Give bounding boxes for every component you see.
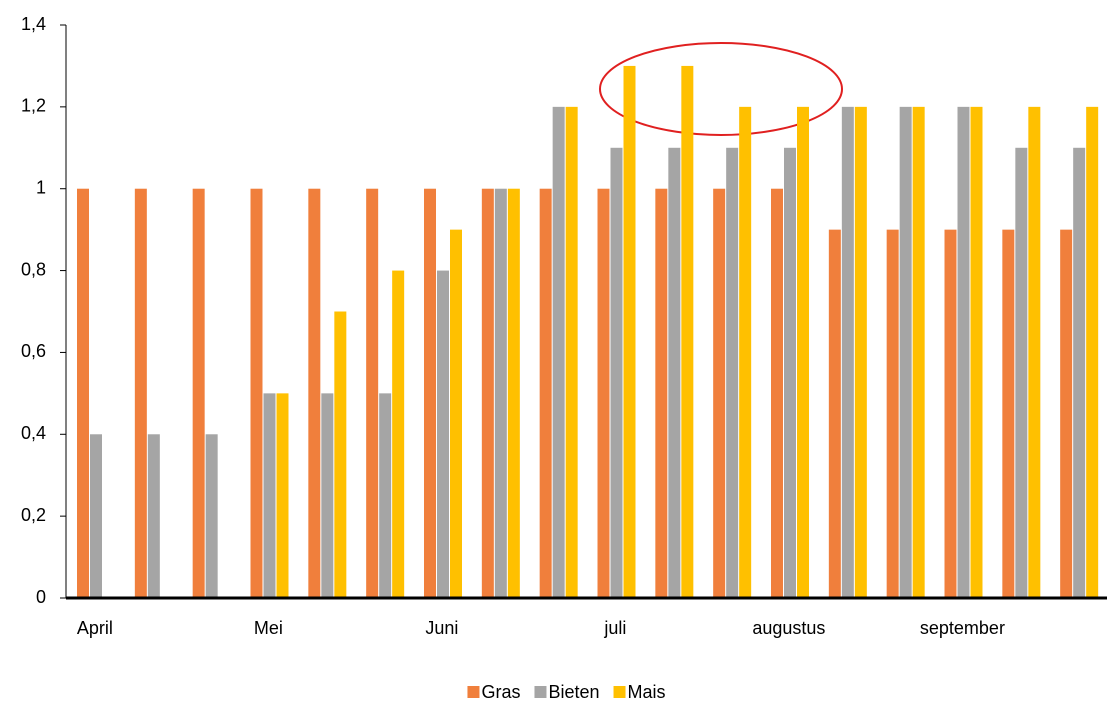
bar: [276, 393, 289, 598]
bar: [379, 393, 392, 598]
y-tick-label: 0: [36, 587, 46, 607]
bar: [481, 188, 494, 598]
bar: [597, 188, 610, 598]
y-tick-label: 0,6: [21, 341, 46, 361]
bar: [450, 229, 462, 598]
bar: [668, 147, 681, 599]
bar: [899, 106, 912, 598]
bar: [90, 434, 102, 598]
bar: [250, 188, 263, 598]
bar: [771, 188, 783, 598]
bar: [147, 434, 160, 598]
highlight-ellipse: [599, 42, 843, 136]
bar: [507, 188, 520, 598]
bar: [205, 434, 218, 598]
bar: [308, 188, 321, 598]
bar: [944, 229, 957, 598]
bar: [828, 229, 841, 598]
bar: [841, 106, 854, 598]
bar: [192, 188, 205, 598]
bar: [1073, 147, 1086, 599]
bar: [392, 270, 405, 598]
bar: [912, 106, 925, 598]
bar: [1028, 106, 1041, 598]
legend-swatch: [467, 686, 480, 698]
bar: [655, 188, 668, 598]
bar: [321, 393, 334, 598]
y-tick-label: 0,8: [21, 259, 46, 279]
bar: [726, 147, 739, 599]
legend-label: Bieten: [548, 682, 599, 702]
bar: [366, 188, 379, 598]
bar: [739, 106, 752, 598]
bar: [1086, 106, 1099, 598]
x-tick-label: April: [77, 618, 113, 638]
y-tick-label: 0,2: [21, 505, 46, 525]
bar: [957, 106, 970, 598]
bar: [797, 106, 809, 598]
bar: [552, 106, 565, 598]
bar: [539, 188, 552, 598]
bar: [494, 188, 507, 598]
bar: [334, 311, 347, 598]
bar: [77, 188, 89, 598]
bar: [610, 147, 623, 599]
bar: [437, 270, 449, 598]
y-tick-label: 1: [36, 177, 46, 197]
x-tick-label: Mei: [254, 618, 283, 638]
bar: [1002, 229, 1015, 598]
bar: [970, 106, 983, 598]
legend-label: Gras: [481, 682, 520, 702]
bar: [784, 147, 796, 599]
bar: [623, 65, 636, 598]
x-tick-label: september: [920, 618, 1005, 638]
y-tick-label: 1,4: [21, 14, 46, 34]
bar: [713, 188, 726, 598]
legend-swatch: [534, 686, 547, 698]
bar: [1060, 229, 1073, 598]
y-tick-label: 0,4: [21, 423, 46, 443]
y-tick-label: 1,2: [21, 96, 46, 116]
x-tick-label: Juni: [425, 618, 458, 638]
legend-label: Mais: [628, 682, 666, 702]
bar: [1015, 147, 1028, 599]
bar: [134, 188, 147, 598]
bar: [565, 106, 578, 598]
bar: [886, 229, 899, 598]
x-tick-label: augustus: [752, 618, 825, 638]
x-tick-label: juli: [603, 618, 626, 638]
bar: [424, 188, 436, 598]
legend-swatch: [613, 686, 626, 698]
bar: [854, 106, 867, 598]
bar: [681, 65, 694, 598]
bar: [263, 393, 276, 598]
